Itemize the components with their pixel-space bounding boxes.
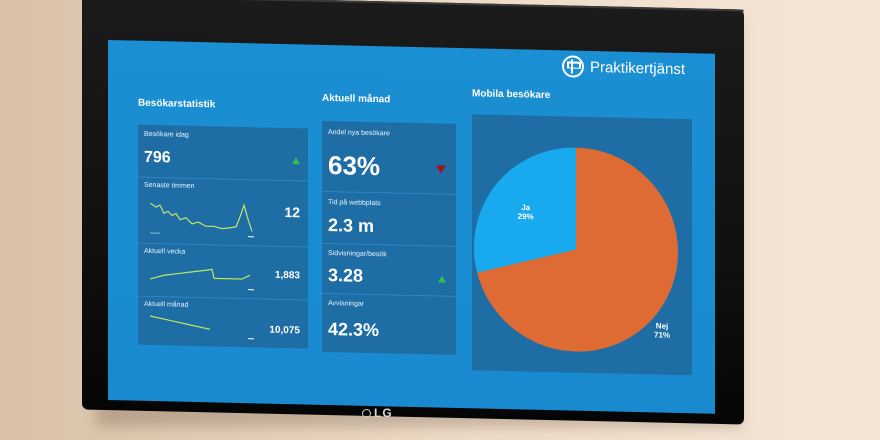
month-value-pageviews: 3.28 xyxy=(328,264,364,286)
month-row-time-on-site: Tid på webbplats 2.3 m xyxy=(322,190,456,247)
month-label-new-visitors: Andel nya besökare xyxy=(328,128,390,138)
stat-value-last-hour: 12 xyxy=(284,204,300,221)
mobile-visitors-panel: Ja 29% Nej 71% xyxy=(472,114,692,376)
month-value-time-on-site: 2.3 m xyxy=(328,214,375,237)
pie-slice-ja xyxy=(474,147,576,273)
brand-name: Praktikertjänst xyxy=(589,58,685,78)
month-label-pageviews: Sidvisningar/besök xyxy=(328,249,387,259)
month-row-pageviews: Sidvisningar/besök 3.28 xyxy=(322,242,456,297)
stat-value-today: 796 xyxy=(144,148,171,167)
current-month-panel: Andel nya besökare 63% Tid på webbplats … xyxy=(322,120,456,355)
trend-down-icon xyxy=(436,165,446,174)
praktikertjanst-logo-icon xyxy=(561,55,584,78)
dashboard-screen: Praktikertjänst Besökarstatistik Aktuell… xyxy=(108,40,715,414)
month-label-bounces: Avvisningar xyxy=(328,299,365,308)
stat-label-month: Aktuell månad xyxy=(144,300,189,309)
stat-label-week: Aktuell vecka xyxy=(144,247,186,256)
stat-row-month: Aktuell månad 10,075 xyxy=(138,296,308,349)
tv-brand-logo: LG xyxy=(362,406,393,420)
stat-value-month: 10,075 xyxy=(269,324,300,337)
stat-value-week: 1,883 xyxy=(274,269,300,282)
sparkline-marker xyxy=(248,289,254,291)
pie-slice-nej xyxy=(477,147,678,352)
visitor-stats-panel: Besökare idag 796 Senaste timmen 12 Aktu… xyxy=(138,124,308,349)
stat-row-today: Besökare idag 796 xyxy=(138,124,308,182)
trend-up-icon xyxy=(292,157,300,165)
stat-label-last-hour: Senaste timmen xyxy=(144,181,195,190)
pie-label-ja: Ja xyxy=(521,203,530,212)
section-title-besokarstatistik: Besökarstatistik xyxy=(138,97,216,111)
sparkline-last-hour xyxy=(150,202,253,234)
pie-value-nej: 71% xyxy=(654,330,670,339)
trend-up-icon xyxy=(438,275,446,283)
pie-label-nej: Nej xyxy=(656,321,668,330)
sparkline-week xyxy=(150,268,251,280)
brand-header: Praktikertjänst xyxy=(561,55,685,80)
section-title-mobila-besokare: Mobila besökare xyxy=(472,88,551,102)
stat-row-last-hour: Senaste timmen 12 xyxy=(138,176,308,248)
sparkline-marker xyxy=(248,338,254,340)
sparkline-month xyxy=(150,315,211,330)
stat-row-week: Aktuell vecka 1,883 xyxy=(138,242,308,301)
month-row-bounces: Avvisningar 42.3% xyxy=(322,293,456,355)
month-row-new-visitors: Andel nya besökare 63% xyxy=(322,120,456,195)
month-value-bounces: 42.3% xyxy=(328,318,380,341)
sparkline-marker xyxy=(248,236,254,238)
pie-value-ja: 29% xyxy=(518,212,534,221)
month-value-new-visitors: 63% xyxy=(328,149,381,182)
month-label-time-on-site: Tid på webbplats xyxy=(328,198,381,208)
stat-label-today: Besökare idag xyxy=(144,130,189,139)
section-title-aktuell-manad: Aktuell månad xyxy=(322,92,391,106)
